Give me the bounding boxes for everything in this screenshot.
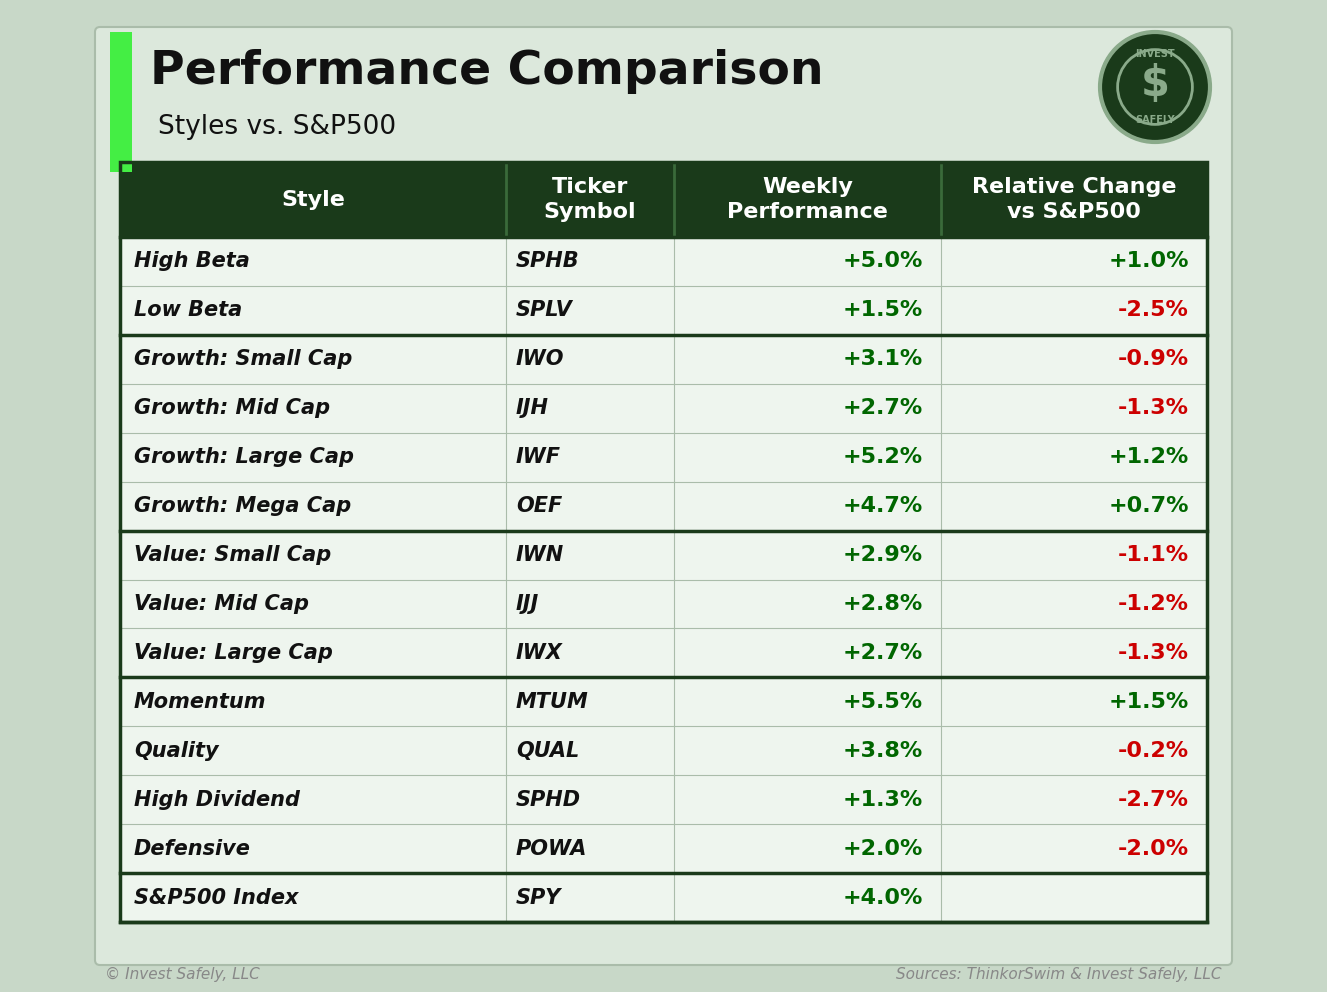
Text: SPHB: SPHB [516,251,580,272]
Text: OEF: OEF [516,496,563,516]
Text: MTUM: MTUM [516,691,589,712]
Text: +4.7%: +4.7% [843,496,922,516]
Text: S&P500 Index: S&P500 Index [134,888,299,908]
Circle shape [1100,32,1210,142]
Text: Style: Style [281,189,345,209]
Text: Momentum: Momentum [134,691,267,712]
Text: SPY: SPY [516,888,561,908]
Text: -2.7%: -2.7% [1119,790,1189,809]
Text: +5.0%: +5.0% [843,251,922,272]
Text: +5.5%: +5.5% [843,691,922,712]
Text: POWA: POWA [516,838,588,859]
Text: +5.2%: +5.2% [843,447,922,467]
Bar [119,873,1208,922]
Text: Sources: ThinkorSwim & Invest Safely, LLC: Sources: ThinkorSwim & Invest Safely, LL… [897,966,1222,981]
Text: +3.8%: +3.8% [843,741,922,761]
Bar [110,32,131,172]
Text: -0.9%: -0.9% [1117,349,1189,369]
Text: Quality: Quality [134,741,219,761]
Text: -1.3%: -1.3% [1119,398,1189,419]
FancyBboxPatch shape [96,27,1231,965]
Bar [119,237,1208,286]
Text: IWN: IWN [516,545,564,565]
Text: +4.0%: +4.0% [843,888,922,908]
Text: Value: Small Cap: Value: Small Cap [134,545,332,565]
Bar [119,628,1208,678]
Bar [119,824,1208,873]
Text: -0.2%: -0.2% [1117,741,1189,761]
Text: +1.2%: +1.2% [1109,447,1189,467]
Text: QUAL: QUAL [516,741,579,761]
Text: +1.0%: +1.0% [1108,251,1189,272]
Text: -2.5%: -2.5% [1119,301,1189,320]
Text: -1.3%: -1.3% [1119,643,1189,663]
Text: +1.5%: +1.5% [1109,691,1189,712]
Text: +2.7%: +2.7% [843,643,922,663]
Text: +0.7%: +0.7% [1108,496,1189,516]
Text: -1.1%: -1.1% [1117,545,1189,565]
Bar [119,286,1208,335]
Bar [119,531,1208,579]
Bar [119,384,1208,433]
Bar [119,678,1208,726]
Text: IJJ: IJJ [516,594,539,614]
Bar [119,162,1208,922]
Text: -1.2%: -1.2% [1119,594,1189,614]
Text: -2.0%: -2.0% [1117,838,1189,859]
Text: Weekly
Performance: Weekly Performance [727,177,888,222]
Text: Value: Mid Cap: Value: Mid Cap [134,594,309,614]
Text: SPHD: SPHD [516,790,581,809]
Text: +3.1%: +3.1% [843,349,922,369]
Bar [119,579,1208,628]
Text: +1.3%: +1.3% [843,790,922,809]
Text: IWF: IWF [516,447,561,467]
Text: +2.7%: +2.7% [843,398,922,419]
Text: IWX: IWX [516,643,563,663]
Text: Performance Comparison: Performance Comparison [150,50,824,94]
Text: $: $ [1140,63,1169,105]
Text: Ticker
Symbol: Ticker Symbol [544,177,637,222]
Text: Low Beta: Low Beta [134,301,243,320]
Bar [119,775,1208,824]
Text: +2.8%: +2.8% [843,594,922,614]
Text: IJH: IJH [516,398,549,419]
Bar [119,335,1208,384]
Text: +2.0%: +2.0% [843,838,922,859]
Text: Growth: Small Cap: Growth: Small Cap [134,349,353,369]
Bar [119,162,1208,237]
Text: INVEST: INVEST [1135,49,1174,59]
Bar [119,726,1208,775]
Text: Growth: Mid Cap: Growth: Mid Cap [134,398,330,419]
Text: Growth: Large Cap: Growth: Large Cap [134,447,354,467]
Text: High Beta: High Beta [134,251,249,272]
Bar [119,433,1208,482]
Text: © Invest Safely, LLC: © Invest Safely, LLC [105,966,260,981]
Text: IWO: IWO [516,349,564,369]
Text: SAFELY: SAFELY [1135,115,1174,125]
Text: +2.9%: +2.9% [843,545,922,565]
Text: High Dividend: High Dividend [134,790,300,809]
Bar [119,482,1208,531]
Text: Value: Large Cap: Value: Large Cap [134,643,333,663]
Text: Growth: Mega Cap: Growth: Mega Cap [134,496,352,516]
Text: Relative Change
vs S&P500: Relative Change vs S&P500 [971,177,1176,222]
Text: +1.5%: +1.5% [843,301,922,320]
Text: Styles vs. S&P500: Styles vs. S&P500 [158,114,397,140]
Text: Defensive: Defensive [134,838,251,859]
Text: SPLV: SPLV [516,301,573,320]
